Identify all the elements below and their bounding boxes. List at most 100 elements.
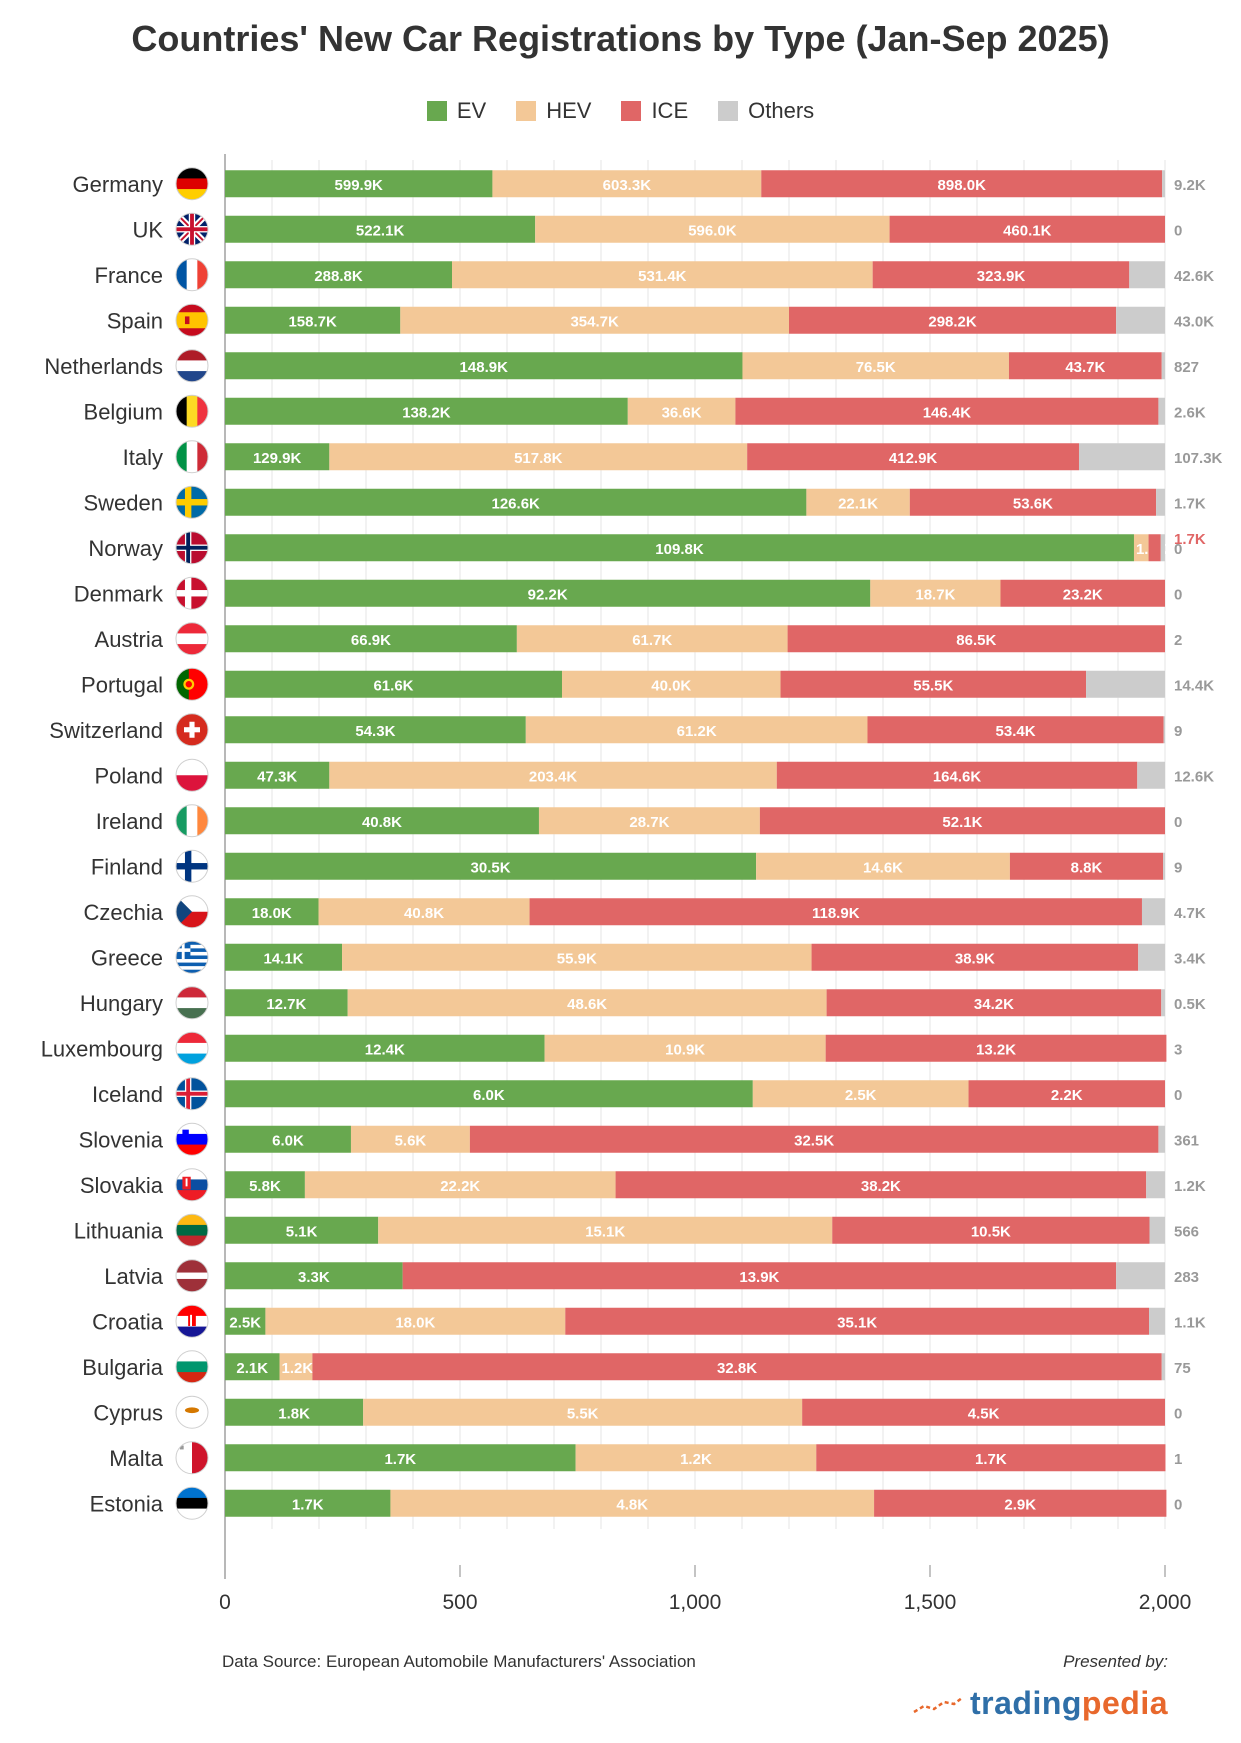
bar-row: Cyprus 1.8K 5.5K 4.5K 0 xyxy=(93,1395,1182,1429)
legend-item-hev[interactable]: HEV xyxy=(516,98,591,124)
bar-row: Slovenia 6.0K 5.6K 32.5K 361 xyxy=(79,1122,1199,1156)
bar-label-ev: 522.1K xyxy=(356,222,405,239)
bar-label-ev: 148.9K xyxy=(460,359,509,376)
bar-hev xyxy=(347,989,827,1017)
bar-row: UK 522.1K 596.0K 460.1K 0 xyxy=(132,212,1182,246)
bar-label-hev: 10.9K xyxy=(665,1041,705,1058)
legend-item-others[interactable]: Others xyxy=(718,98,814,124)
bar-ice xyxy=(872,261,1130,289)
bar-label-hev: 61.7K xyxy=(632,632,672,649)
bar-others xyxy=(1149,1216,1165,1244)
bar-label-ev: 2.5K xyxy=(229,1314,261,1331)
bar-label-others: 1.1K xyxy=(1174,1314,1206,1331)
luxembourg-flag-icon xyxy=(176,1032,208,1065)
bar-ev xyxy=(225,261,453,289)
bar-ev xyxy=(225,352,743,380)
bar-row: Iceland 6.0K 2.5K 2.2K 0 xyxy=(92,1077,1182,1111)
bar-label-hev: 55.9K xyxy=(557,950,597,967)
bar-row: Austria 66.9K 61.7K 86.5K 2 xyxy=(95,622,1182,656)
netherlands-flag-icon xyxy=(176,349,208,382)
bar-hev xyxy=(304,1171,616,1199)
bar-ev xyxy=(225,397,628,425)
country-label: Cyprus xyxy=(93,1400,163,1425)
czechia-flag-icon xyxy=(176,895,208,928)
italy-flag-icon xyxy=(176,440,208,473)
bar-ice xyxy=(615,1171,1147,1199)
flag-container xyxy=(175,1122,209,1156)
bar-others xyxy=(1163,716,1165,744)
bar-ice xyxy=(1009,852,1164,880)
bar-row: Portugal 61.6K 40.0K 55.5K 14.4K xyxy=(81,667,1214,701)
bar-label-ice: 412.9K xyxy=(889,450,938,467)
bar-label-others: 0 xyxy=(1174,1405,1182,1422)
bar-label-others: 2.6K xyxy=(1174,404,1206,421)
bar-hev xyxy=(544,1034,826,1062)
bar-ice xyxy=(968,1080,1165,1108)
legend-label-ice: ICE xyxy=(651,98,689,123)
bar-label-ice: 32.5K xyxy=(794,1132,834,1149)
bar-ev xyxy=(225,306,401,334)
x-axis: 0 500 1,000 1,500 2,000 xyxy=(219,1565,1191,1614)
legend-item-ev[interactable]: EV xyxy=(426,98,486,124)
legend-item-ice[interactable]: ICE xyxy=(621,98,688,124)
bar-label-ev: 54.3K xyxy=(355,723,395,740)
flag-container xyxy=(175,485,209,519)
bar-ice xyxy=(776,761,1138,789)
germany-flag-icon xyxy=(176,167,208,200)
bar-label-others: 107.3K xyxy=(1174,450,1223,467)
country-label: Czechia xyxy=(84,900,164,925)
chart-title: Countries' New Car Registrations by Type… xyxy=(131,18,1110,59)
bar-label-ev: 5.8K xyxy=(249,1178,281,1195)
bar-label-hev: 517.8K xyxy=(514,450,563,467)
bar-label-ice: 2.9K xyxy=(1004,1496,1036,1513)
bar-label-ev: 40.8K xyxy=(362,814,402,831)
x-tick-label: 0 xyxy=(219,1591,231,1614)
bar-label-ice: 38.2K xyxy=(861,1178,901,1195)
country-label: Latvia xyxy=(104,1264,163,1289)
bar-row: Slovakia 5.8K 22.2K 38.2K 1.2K xyxy=(80,1168,1206,1202)
bar-label-others: 283 xyxy=(1174,1269,1199,1286)
bar-label-ice: 2.2K xyxy=(1051,1087,1083,1104)
bar-ice xyxy=(759,807,1165,835)
bar-ice xyxy=(469,1125,1159,1153)
data-source: Data Source: European Automobile Manufac… xyxy=(222,1652,696,1671)
country-label: Switzerland xyxy=(49,718,163,743)
flag-container xyxy=(175,1350,209,1384)
flag-container xyxy=(175,1259,209,1293)
country-label: Slovakia xyxy=(80,1173,164,1198)
country-label: Luxembourg xyxy=(41,1036,163,1061)
country-label: Austria xyxy=(95,627,164,652)
bar-ev xyxy=(225,1125,351,1153)
bar-others xyxy=(1141,898,1165,926)
country-label: Spain xyxy=(107,308,163,333)
bar-ev xyxy=(225,1034,545,1062)
flag-container xyxy=(175,440,209,474)
bar-row: Denmark 92.2K 18.7K 23.2K 0 xyxy=(74,576,1182,610)
bar-label-others: 42.6K xyxy=(1174,268,1214,285)
bar-label-hev: 2.5K xyxy=(845,1087,877,1104)
bar-label-ev: 138.2K xyxy=(402,404,451,421)
country-label: Belgium xyxy=(84,399,163,424)
bar-label-hev: 18.7K xyxy=(915,586,955,603)
bar-label-hev: 22.1K xyxy=(838,495,878,512)
bar-label-hev: 531.4K xyxy=(638,268,687,285)
bar-others xyxy=(1086,670,1165,698)
bar-row: Greece 14.1K 55.9K 38.9K 3.4K xyxy=(91,940,1206,974)
bar-ev xyxy=(225,1307,266,1335)
bar-label-ice: 38.9K xyxy=(955,950,995,967)
bar-label-ev: 5.1K xyxy=(286,1223,318,1240)
bar-ev xyxy=(225,807,539,835)
bar-ev xyxy=(225,716,526,744)
estonia-flag-icon xyxy=(176,1487,208,1520)
bar-label-ev: 30.5K xyxy=(471,859,511,876)
bar-ev xyxy=(225,670,562,698)
latvia-flag-icon xyxy=(176,1259,208,1292)
bar-label-ice: 164.6K xyxy=(933,768,982,785)
flag-container xyxy=(175,758,209,792)
bar-label-hev: 48.6K xyxy=(567,996,607,1013)
bar-label-ice: 32.8K xyxy=(717,1360,757,1377)
bar-label-ice: 118.9K xyxy=(812,905,860,922)
bar-label-ev: 92.2K xyxy=(528,586,568,603)
bar-ev xyxy=(225,625,517,653)
